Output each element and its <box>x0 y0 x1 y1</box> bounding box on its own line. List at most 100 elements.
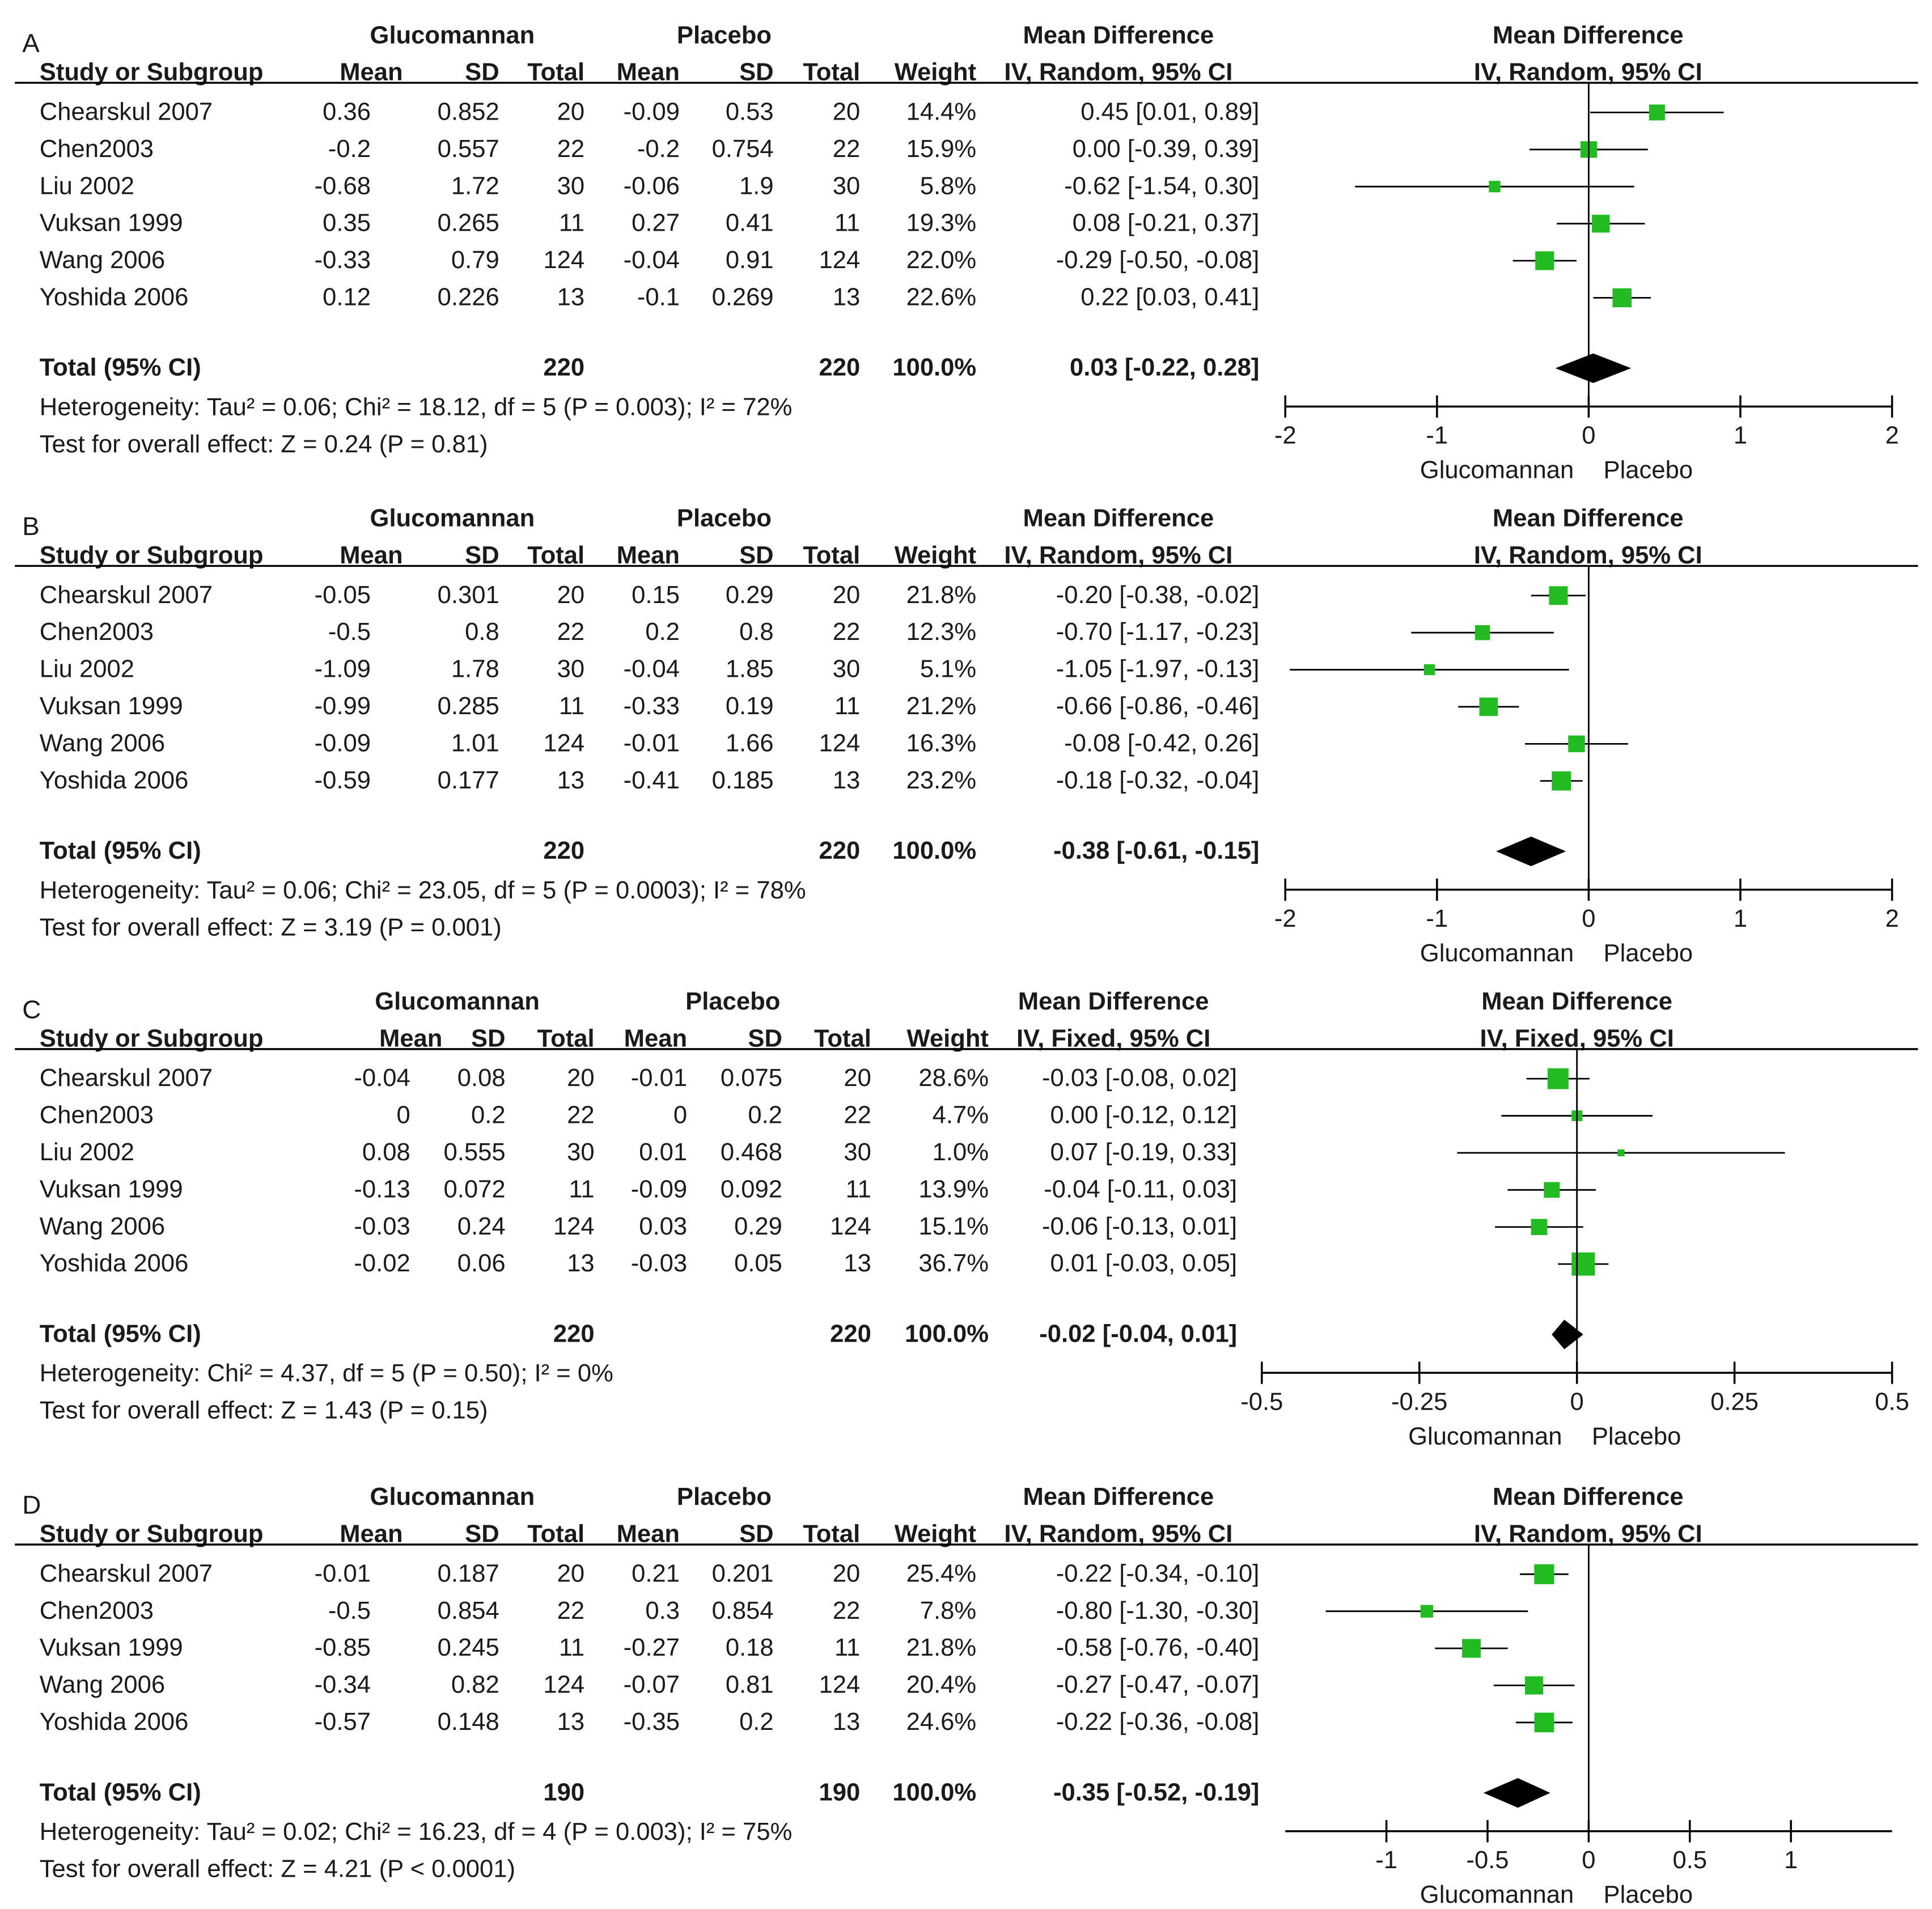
study-cell: 0.12 <box>323 283 371 311</box>
study-cell: -0.04 <box>354 1064 410 1092</box>
favours-right-label: Placebo <box>1592 1423 1681 1450</box>
study-ci-text: 0.07 [-0.19, 0.33] <box>1050 1139 1238 1166</box>
study-cell: 0.82 <box>451 1672 499 1699</box>
study-cell: 0.29 <box>726 582 774 609</box>
column-header: Total <box>537 1025 595 1052</box>
study-ci-text: 0.08 [-0.21, 0.37] <box>1073 210 1260 237</box>
study-cell: 22 <box>844 1102 871 1129</box>
study-cell: 0.19 <box>726 693 774 720</box>
total-n-treatment: 220 <box>553 1320 595 1347</box>
study-cell: -0.85 <box>315 1634 371 1661</box>
group-header-control: Placebo <box>677 22 772 49</box>
panel-label: D <box>22 1491 41 1520</box>
study-cell: 1.72 <box>451 172 499 200</box>
study-cell: 0 <box>673 1102 687 1129</box>
study-name: Wang 2006 <box>40 247 165 274</box>
study-cell: 0.265 <box>438 210 499 237</box>
study-cell: 22.6% <box>906 283 977 311</box>
study-cell: 20.4% <box>906 1672 977 1699</box>
study-cell: -0.57 <box>315 1708 371 1736</box>
study-cell: 0.226 <box>438 283 499 311</box>
study-ci-text: 0.00 [-0.39, 0.39] <box>1073 135 1260 163</box>
total-label: Total (95% CI) <box>40 1779 201 1806</box>
study-cell: 1.0% <box>933 1139 989 1166</box>
study-cell: 30 <box>844 1139 871 1166</box>
column-header: SD <box>739 542 774 569</box>
study-cell: -0.09 <box>315 729 371 757</box>
study-ci-text: 0.22 [0.03, 0.41] <box>1081 283 1259 311</box>
column-header-study: Study or Subgroup <box>40 1521 264 1548</box>
study-cell: 20 <box>844 1064 871 1092</box>
study-point-marker <box>1552 771 1571 791</box>
study-cell: 1.01 <box>451 729 499 757</box>
study-cell: 0.854 <box>438 1597 499 1624</box>
group-header-treatment: Glucomannan <box>370 505 535 532</box>
total-n-control: 220 <box>830 1320 871 1347</box>
group-header-control: Placebo <box>677 1483 772 1511</box>
plot-header-method: IV, Random, 95% CI <box>1474 59 1702 86</box>
column-header: Weight <box>895 542 977 569</box>
column-header: Mean <box>624 1025 687 1052</box>
x-tick-label: 1 <box>1784 1847 1798 1874</box>
study-cell: 11 <box>834 1634 860 1661</box>
column-header: Mean <box>617 542 680 569</box>
pooled-effect-diamond <box>1552 1320 1583 1350</box>
study-cell: 13 <box>557 283 585 311</box>
study-cell: 0.2 <box>645 618 680 646</box>
study-cell: 1.9 <box>739 172 774 200</box>
study-cell: 0.06 <box>457 1250 506 1277</box>
study-name: Yoshida 2006 <box>40 283 189 311</box>
study-cell: -0.09 <box>631 1176 687 1203</box>
total-ci-text: -0.38 [-0.61, -0.15] <box>1053 837 1259 864</box>
study-cell: 0.27 <box>632 210 680 237</box>
x-tick-label: 0 <box>1582 1847 1595 1874</box>
study-cell: 0.269 <box>712 283 774 311</box>
study-name: Chen2003 <box>40 1597 154 1624</box>
study-name: Vuksan 1999 <box>40 693 183 720</box>
study-cell: 0.854 <box>712 1597 774 1624</box>
study-ci-text: 0.01 [-0.03, 0.05] <box>1050 1250 1238 1277</box>
study-cell: 11 <box>559 1634 584 1661</box>
study-cell: 11 <box>559 693 584 720</box>
column-header: SD <box>748 1025 782 1052</box>
total-weight: 100.0% <box>905 1320 989 1347</box>
study-cell: -0.33 <box>315 247 371 274</box>
study-cell: -0.1 <box>637 283 680 311</box>
study-cell: 13 <box>567 1250 595 1277</box>
x-tick-label: 0.25 <box>1710 1388 1759 1415</box>
study-name: Wang 2006 <box>40 1672 165 1699</box>
plot-header-method: IV, Random, 95% CI <box>1474 542 1702 569</box>
total-label: Total (95% CI) <box>40 354 201 381</box>
plot-header-title: Mean Difference <box>1493 505 1684 532</box>
study-cell: 21.8% <box>906 1634 977 1661</box>
total-ci-text: 0.03 [-0.22, 0.28] <box>1070 354 1259 381</box>
study-point-marker <box>1461 1639 1481 1658</box>
total-n-control: 220 <box>819 354 861 381</box>
study-cell: -0.35 <box>624 1708 680 1736</box>
pooled-effect-diamond <box>1496 836 1566 867</box>
study-point-marker <box>1617 1149 1625 1157</box>
total-n-treatment: 220 <box>543 837 584 864</box>
x-tick-label: -0.5 <box>1466 1847 1509 1874</box>
x-tick-label: 0 <box>1570 1388 1584 1415</box>
column-header: Total <box>803 542 860 569</box>
study-ci-text: 0.00 [-0.12, 0.12] <box>1050 1102 1238 1129</box>
x-tick-label: 0 <box>1582 422 1595 449</box>
study-cell: 124 <box>819 729 861 757</box>
study-cell: 124 <box>819 1672 861 1699</box>
study-cell: 0.18 <box>726 1634 774 1661</box>
study-cell: 1.66 <box>726 729 774 757</box>
study-cell: 0.555 <box>444 1139 506 1166</box>
study-name: Chen2003 <box>40 1102 154 1129</box>
study-ci-text: 0.45 [0.01, 0.89] <box>1081 98 1259 125</box>
study-cell: 13 <box>833 283 861 311</box>
study-point-marker <box>1534 1712 1554 1733</box>
study-cell: 30 <box>557 656 585 683</box>
study-name: Yoshida 2006 <box>40 1708 189 1736</box>
effect-header-title: Mean Difference <box>1018 988 1209 1015</box>
study-name: Vuksan 1999 <box>40 210 183 237</box>
effect-header-title: Mean Difference <box>1023 1483 1214 1511</box>
study-cell: 11 <box>834 210 860 237</box>
group-header-control: Placebo <box>677 505 772 532</box>
